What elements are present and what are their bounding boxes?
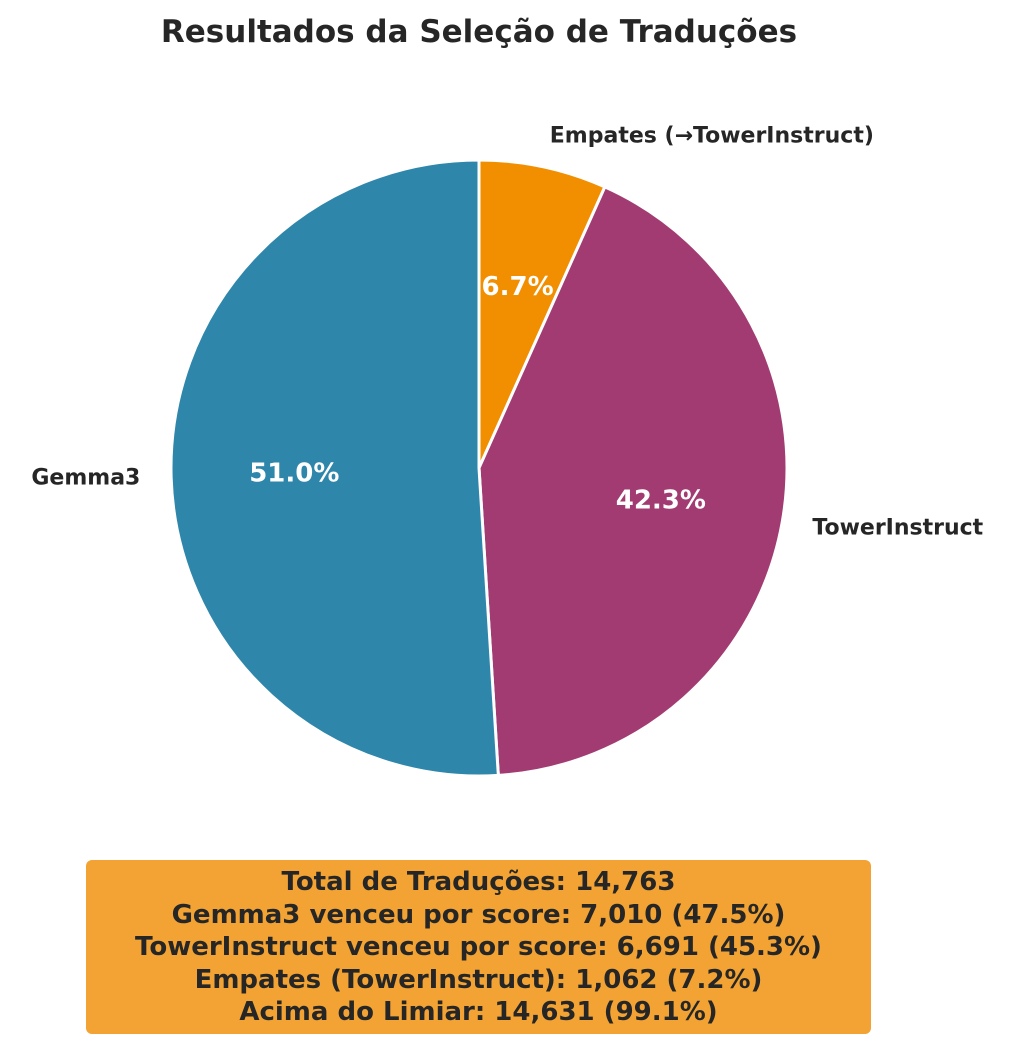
- summary-ties: Empates (TowerInstruct): 1,062 (7.2%): [194, 964, 763, 995]
- pie-slices: [169, 158, 789, 778]
- chart-title: Resultados da Seleção de Traduções: [161, 14, 797, 50]
- summary-box: Total de Traduções: 14,763 Gemma3 venceu…: [86, 860, 871, 1034]
- percent-labels: 6.7% 42.3% 51.0%: [249, 272, 706, 516]
- percent-label-gemma3: 51.0%: [249, 458, 339, 488]
- pie-slice-towerinstruct: [477, 185, 789, 777]
- slice-label-gemma3: Gemma3: [31, 466, 140, 491]
- summary-threshold: Acima do Limiar: 14,631 (99.1%): [239, 997, 718, 1027]
- percent-label-towerinstruct: 42.3%: [616, 485, 706, 515]
- summary-towerinstruct: TowerInstruct venceu por score: 6,691 (4…: [135, 932, 822, 962]
- slice-label-ties: Empates (→TowerInstruct): [550, 124, 874, 149]
- summary-total: Total de Traduções: 14,763: [281, 867, 676, 897]
- slice-label-towerinstruct: TowerInstruct: [812, 515, 983, 540]
- summary-gemma3: Gemma3 venceu por score: 7,010 (47.5%): [171, 899, 786, 930]
- slice-labels: Empates (→TowerInstruct) TowerInstruct Gem…: [31, 124, 983, 541]
- pie-slice-gemma3: [169, 158, 500, 778]
- percent-label-ties: 6.7%: [482, 272, 554, 302]
- pie-slice-ties: [477, 158, 607, 470]
